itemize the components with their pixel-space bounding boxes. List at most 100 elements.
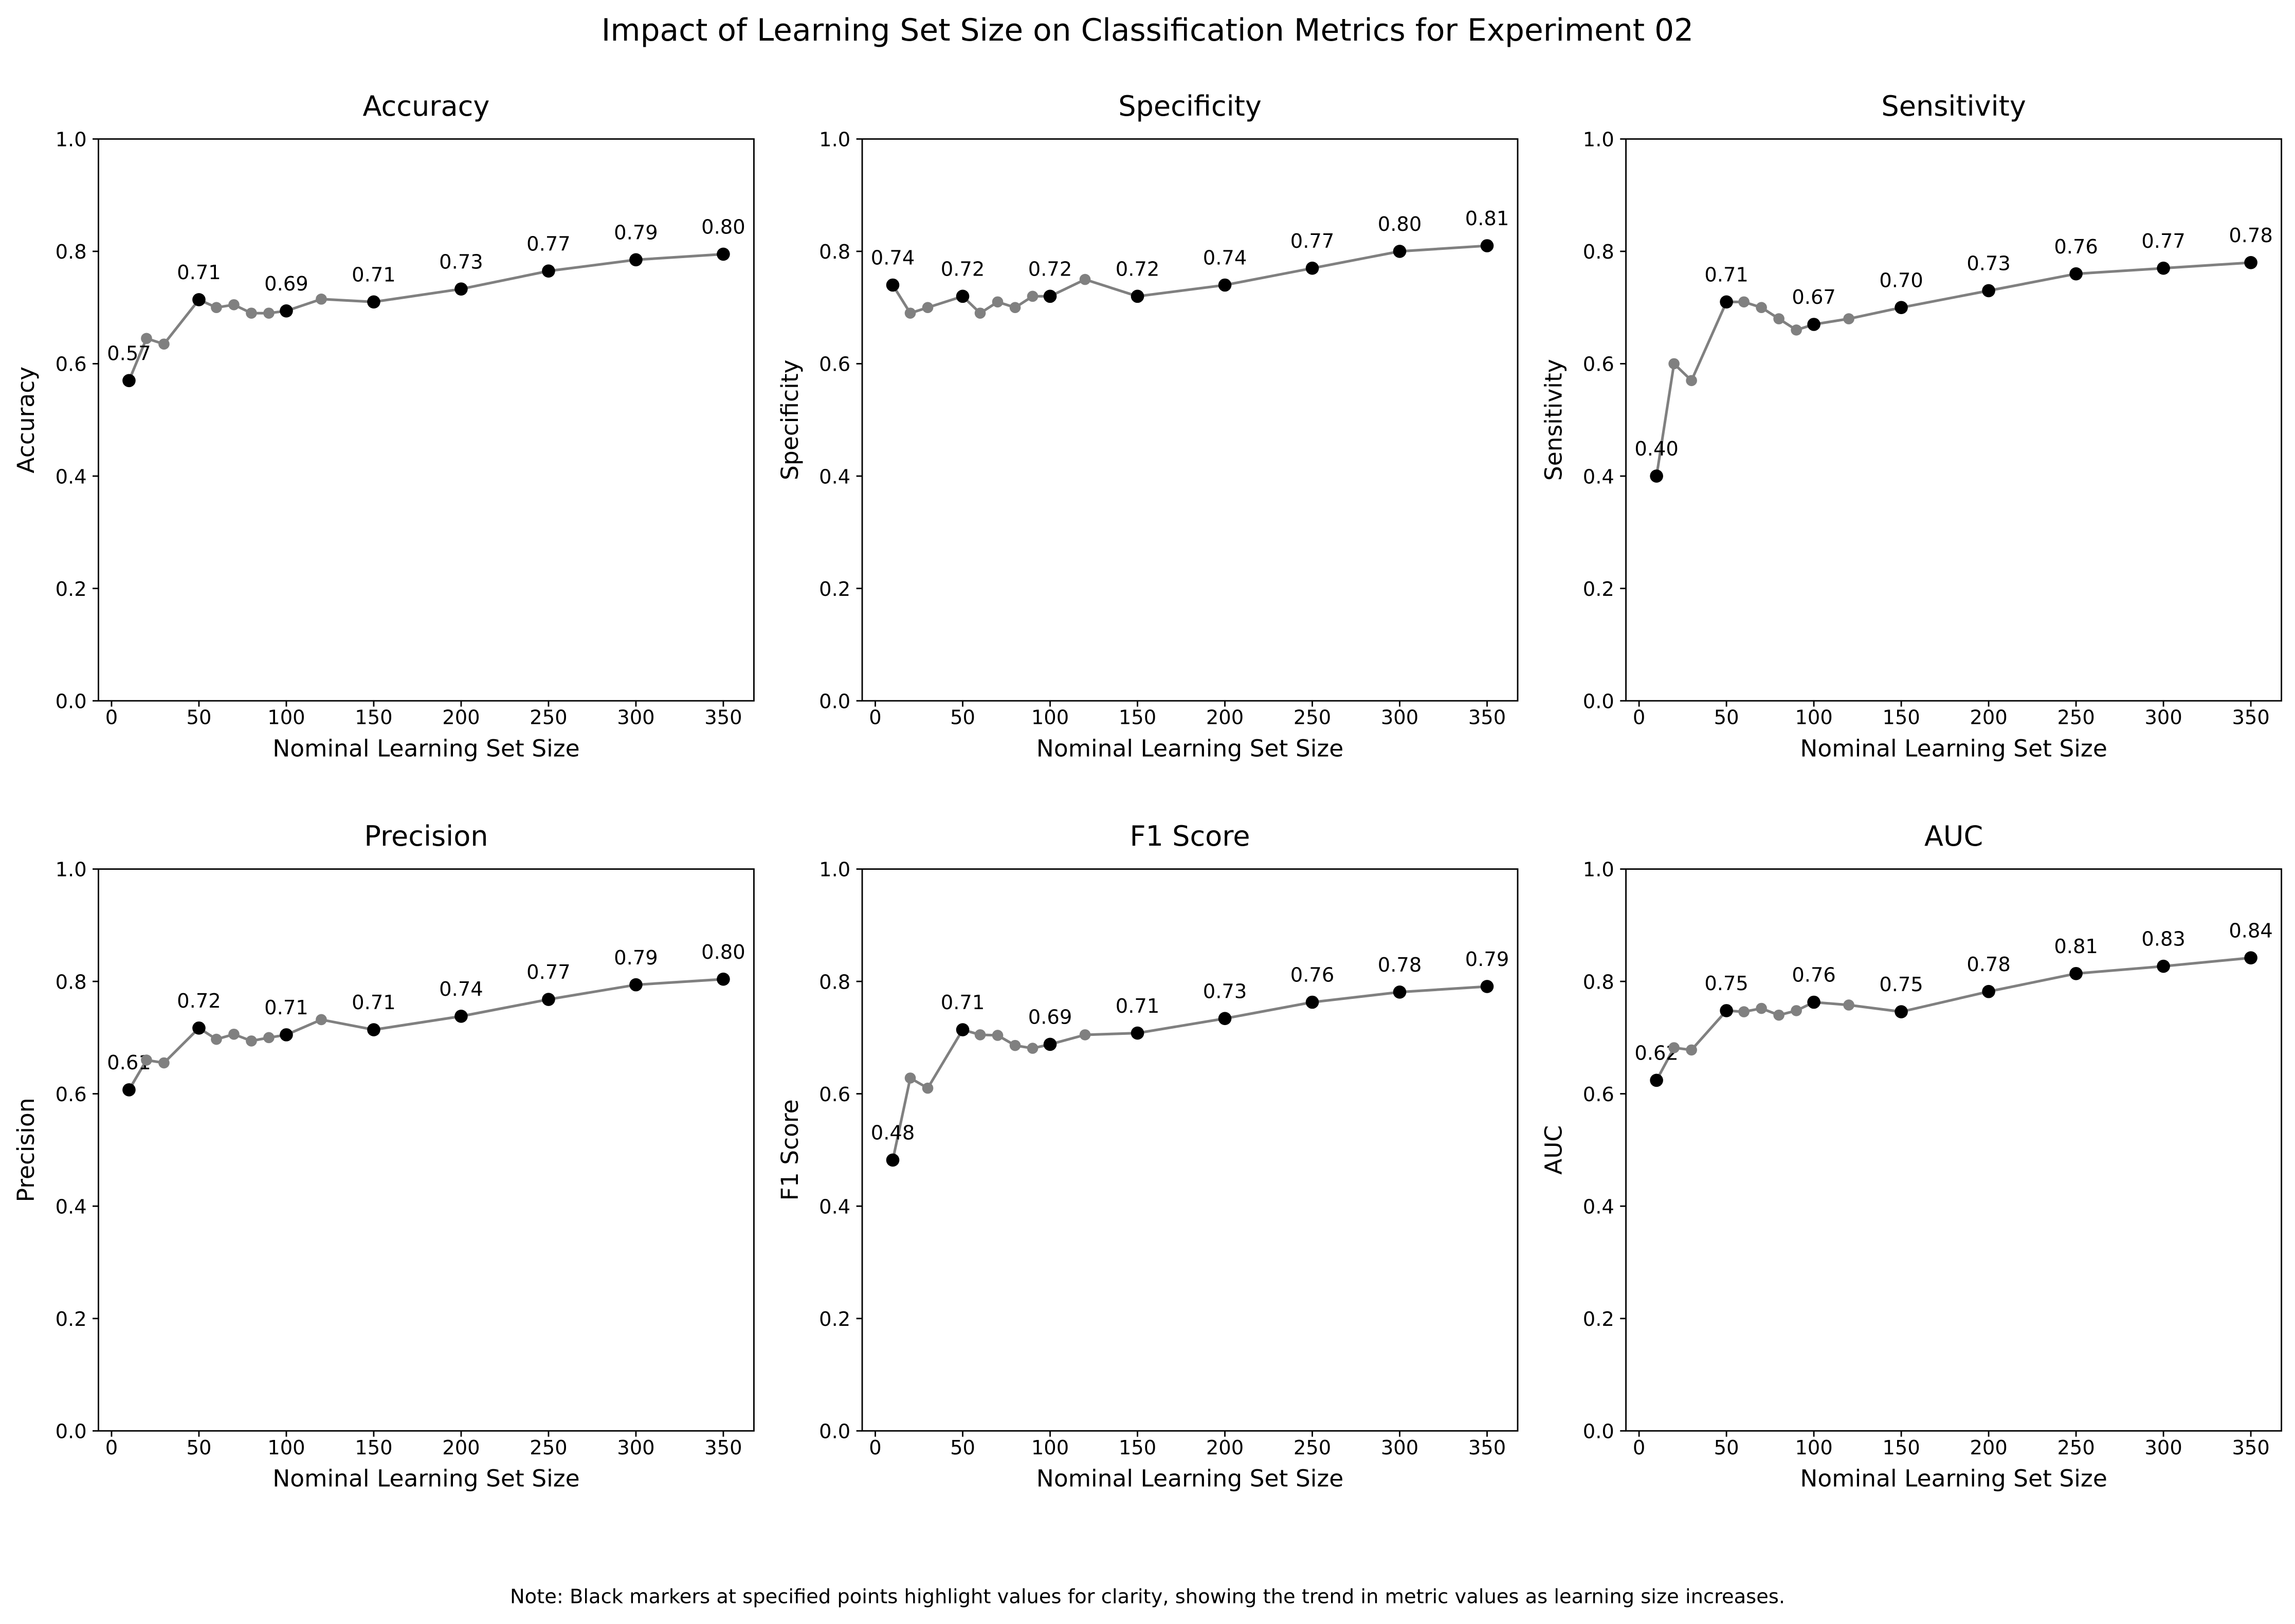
data-label: 0.73 [439, 250, 483, 273]
x-tick-label: 350 [1468, 1436, 1506, 1459]
marker [158, 1057, 170, 1069]
y-axis-label: AUC [1540, 1125, 1567, 1175]
y-tick-label: 0.2 [56, 1308, 87, 1331]
data-label: 0.81 [2054, 935, 2098, 958]
y-tick-label: 0.0 [819, 690, 850, 713]
x-tick-label: 200 [442, 706, 480, 729]
marker [1773, 1009, 1784, 1021]
data-label: 0.79 [614, 946, 658, 970]
highlight-marker [1043, 1037, 1057, 1051]
y-tick-label: 0.6 [819, 353, 850, 376]
y-tick-label: 0.6 [1583, 353, 1614, 376]
highlight-marker [1720, 1004, 1733, 1017]
axes-frame [98, 138, 755, 702]
highlight-marker [1131, 289, 1144, 303]
footnote: Note: Black markers at specified points … [510, 1585, 1785, 1608]
y-tick-label: 0.8 [56, 241, 87, 264]
data-label: 0.67 [1792, 286, 1836, 309]
highlight-marker [1393, 245, 1407, 258]
y-tick-label: 0.4 [1583, 1195, 1614, 1218]
marker [1079, 1029, 1091, 1041]
highlight-marker [1305, 261, 1319, 275]
marker [316, 1014, 327, 1026]
x-tick-label: 350 [704, 706, 742, 729]
x-tick-label: 250 [530, 706, 567, 729]
marker [141, 1054, 152, 1066]
highlight-marker [886, 1153, 900, 1167]
marker [974, 307, 986, 319]
x-tick-label: 100 [1795, 1436, 1832, 1459]
data-label: 0.75 [1704, 972, 1748, 995]
x-tick-label: 50 [187, 1436, 212, 1459]
highlight-marker [1131, 1026, 1144, 1040]
x-tick-label: 300 [2144, 1436, 2182, 1459]
y-tick-label: 1.0 [819, 859, 850, 882]
data-label: 0.72 [1116, 258, 1160, 281]
y-tick-label: 0.8 [1583, 241, 1614, 264]
y-tick-label: 0.0 [819, 1420, 850, 1444]
x-tick-label: 150 [1882, 706, 1920, 729]
data-label: 0.74 [439, 978, 483, 1001]
x-tick-label: 100 [267, 1436, 305, 1459]
highlight-marker [1895, 1005, 1908, 1018]
x-tick-label: 0 [1633, 706, 1645, 729]
highlight-marker [367, 295, 380, 309]
data-label: 0.71 [941, 991, 985, 1014]
highlight-marker [629, 253, 643, 267]
subplot-title: F1 Score [1130, 820, 1250, 852]
y-axis-label: Accuracy [12, 367, 40, 473]
data-label: 0.48 [871, 1122, 915, 1145]
y-tick-label: 1.0 [56, 129, 87, 152]
data-label: 0.74 [871, 247, 915, 270]
axes-frame [1625, 868, 2283, 1432]
x-axis-label: Nominal Learning Set Size [1036, 735, 1343, 762]
y-tick-label: 0.0 [1583, 690, 1614, 713]
y-tick-label: 0.8 [56, 971, 87, 994]
subplot-title: AUC [1924, 820, 1983, 852]
data-label: 0.76 [2054, 235, 2098, 259]
highlight-marker [1043, 289, 1057, 303]
data-label: 0.75 [1879, 973, 1923, 996]
highlight-marker [1218, 278, 1232, 292]
marker [1079, 273, 1091, 285]
data-label: 0.40 [1634, 437, 1679, 461]
y-tick-label: 0.4 [1583, 465, 1614, 488]
x-tick-label: 0 [869, 706, 881, 729]
highlight-marker [886, 278, 900, 292]
subplot-title: Specificity [1118, 90, 1262, 122]
x-axis-label: Nominal Learning Set Size [1800, 735, 2107, 762]
marker [992, 1030, 1004, 1041]
marker [922, 302, 934, 314]
x-tick-label: 150 [1119, 706, 1156, 729]
highlight-marker [122, 374, 136, 388]
y-tick-label: 1.0 [819, 129, 850, 152]
marker [1027, 1043, 1039, 1054]
x-tick-label: 50 [1714, 1436, 1739, 1459]
y-tick-label: 0.2 [56, 578, 87, 601]
x-tick-label: 50 [950, 706, 975, 729]
highlight-marker [192, 293, 206, 306]
subplot-title: Sensitivity [1881, 90, 2026, 122]
x-tick-label: 300 [617, 706, 654, 729]
x-tick-label: 150 [355, 706, 392, 729]
y-tick-label: 0.6 [56, 353, 87, 376]
x-tick-label: 300 [617, 1436, 654, 1459]
x-tick-label: 350 [1468, 706, 1506, 729]
marker [1738, 296, 1750, 308]
data-label: 0.78 [2229, 224, 2273, 247]
x-tick-label: 150 [1119, 1436, 1156, 1459]
x-axis-label: Nominal Learning Set Size [272, 1465, 579, 1492]
data-label: 0.72 [177, 990, 221, 1013]
highlight-marker [717, 247, 730, 261]
data-label: 0.71 [352, 991, 396, 1014]
marker [316, 294, 327, 305]
y-tick-label: 0.2 [819, 578, 850, 601]
x-tick-label: 350 [2232, 1436, 2269, 1459]
x-tick-label: 100 [267, 706, 305, 729]
data-label: 0.73 [1966, 252, 2011, 276]
x-tick-label: 0 [1633, 1436, 1645, 1459]
x-tick-label: 250 [2057, 706, 2094, 729]
y-tick-label: 0.6 [819, 1083, 850, 1106]
